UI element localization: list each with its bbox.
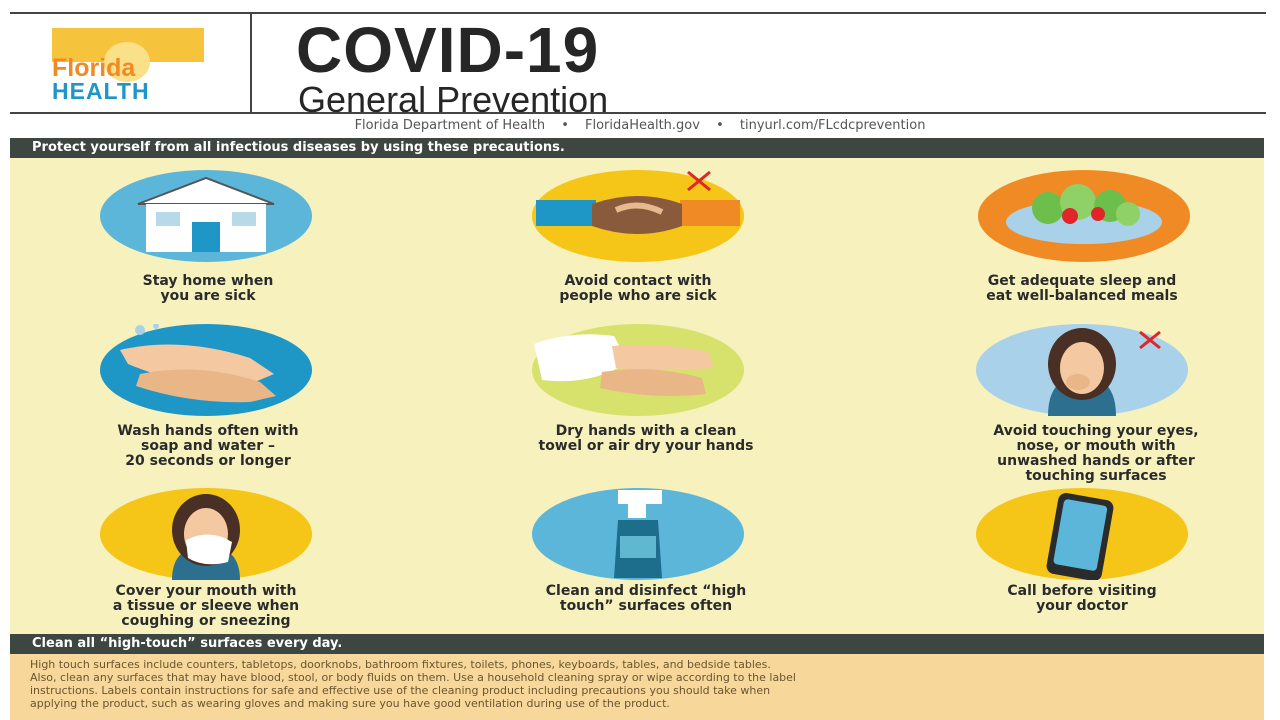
page-subtitle: General Prevention	[298, 79, 609, 120]
spray-bottle-icon	[532, 488, 744, 580]
tip-label: Avoid touching your eyes, nose, or mouth…	[993, 423, 1199, 484]
tips-area: Stay home when you are sick Avoid contac…	[10, 158, 1264, 634]
source-separator: •	[716, 118, 724, 133]
tissue-sneeze-icon	[100, 488, 312, 580]
source-separator: •	[561, 118, 569, 133]
tip-label: Clean and disinfect “high touch” surface…	[545, 583, 747, 614]
florida-health-logo: Florida HEALTH	[52, 28, 204, 104]
source-site-link[interactable]: FloridaHealth.gov	[585, 118, 700, 133]
washing-hands-icon	[100, 323, 312, 416]
tip-label: Get adequate sleep and eat well-balanced…	[986, 273, 1178, 304]
logo-florida-text: Florida	[52, 54, 136, 82]
tip-label: Call before visiting your doctor	[1007, 583, 1157, 614]
touching-face-icon	[976, 324, 1188, 416]
food-bowl-icon	[978, 170, 1190, 262]
towel-hands-icon	[532, 324, 744, 416]
high-touch-band: Clean all “high-touch” surfaces every da…	[10, 634, 1264, 654]
sun-disc	[104, 42, 150, 82]
tip-label: Dry hands with a clean towel or air dry …	[538, 423, 754, 454]
logo-health-text: HEALTH	[52, 78, 150, 104]
header: Florida HEALTH COVID-19 General Preventi…	[10, 12, 1266, 118]
tip-label: Avoid contact with people who are sick	[559, 273, 717, 304]
tip-label: Cover your mouth with a tissue or sleeve…	[112, 583, 300, 629]
tip-label: Stay home when you are sick	[142, 273, 274, 304]
phone-icon	[976, 488, 1188, 581]
source-line: Florida Department of Health • FloridaHe…	[0, 118, 1280, 133]
page-title: COVID-19	[296, 14, 600, 86]
header-divider	[250, 14, 252, 114]
source-tinyurl-link[interactable]: tinyurl.com/FLcdcprevention	[739, 118, 926, 133]
high-touch-description: High touch surfaces include counters, ta…	[10, 654, 1264, 720]
source-org: Florida Department of Health	[354, 118, 546, 133]
precautions-band: Protect yourself from all infectious dis…	[10, 138, 1264, 158]
tip-label: Wash hands often with soap and water – 2…	[117, 423, 299, 469]
house-icon	[100, 170, 312, 262]
handshake-icon	[532, 170, 744, 262]
